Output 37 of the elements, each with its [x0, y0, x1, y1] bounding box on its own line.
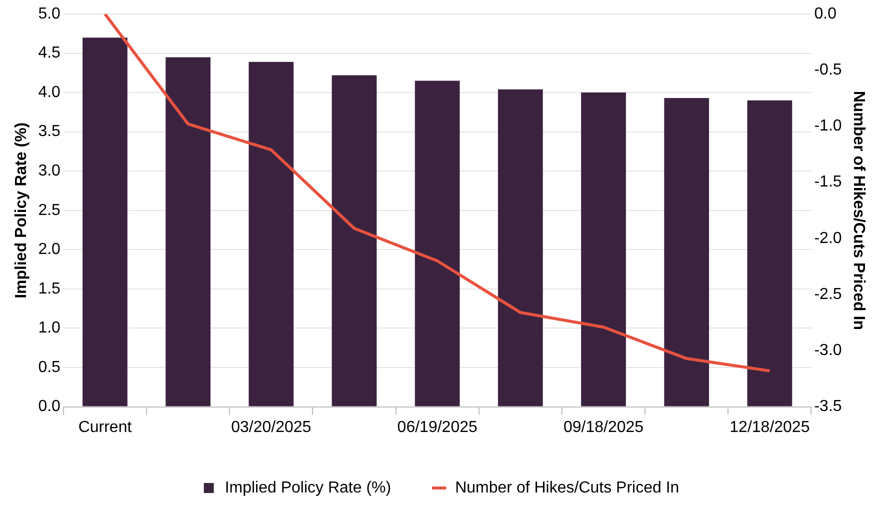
legend-label: Implied Policy Rate (%) — [224, 479, 392, 496]
y-tick-label: 1.0 — [38, 320, 61, 337]
y2-tick-label: -2.5 — [814, 286, 842, 303]
x-tick-label: 09/18/2025 — [563, 418, 644, 436]
y-tick-label: 3.5 — [38, 123, 61, 140]
bar — [747, 100, 792, 406]
y-tick-label: 0.5 — [38, 358, 61, 376]
y2-tick-label: -0.5 — [814, 62, 842, 79]
bar — [332, 75, 377, 406]
y2-tick-label: -3.0 — [814, 342, 842, 360]
y2-tick-label: -1.5 — [814, 174, 842, 191]
bar — [82, 38, 128, 406]
bar — [581, 92, 626, 406]
y-tick-label: 4.5 — [38, 44, 61, 62]
y2-tick-label: 0.0 — [814, 5, 837, 22]
bar — [498, 89, 543, 406]
y-tick-label: 4.0 — [38, 84, 61, 101]
bar — [414, 80, 460, 406]
x-tick-label: 03/20/2025 — [231, 418, 312, 436]
y-tick-label: 0.0 — [38, 398, 61, 416]
y2-tick-label: -2.0 — [814, 230, 842, 247]
y-tick-label: 2.5 — [38, 202, 61, 219]
y-tick-label: 1.5 — [38, 280, 61, 298]
y2-axis-title: Number of Hikes/Cuts Priced In — [850, 90, 867, 330]
y2-tick-label: -1.0 — [814, 118, 842, 135]
x-tick-label: 12/18/2025 — [730, 418, 810, 436]
bar — [664, 98, 710, 406]
y2-tick-label: -3.5 — [814, 398, 842, 416]
y-tick-label: 2.0 — [38, 241, 61, 258]
x-tick-label: Current — [78, 418, 132, 436]
y-axis-title: Implied Policy Rate (%) — [13, 122, 30, 298]
x-tick-label: 06/19/2025 — [397, 418, 478, 436]
bar — [166, 57, 211, 406]
y-tick-label: 3.0 — [38, 162, 61, 180]
legend-label: Number of Hikes/Cuts Priced In — [455, 479, 680, 496]
bar — [248, 62, 294, 406]
y-tick-label: 5.0 — [38, 5, 61, 22]
